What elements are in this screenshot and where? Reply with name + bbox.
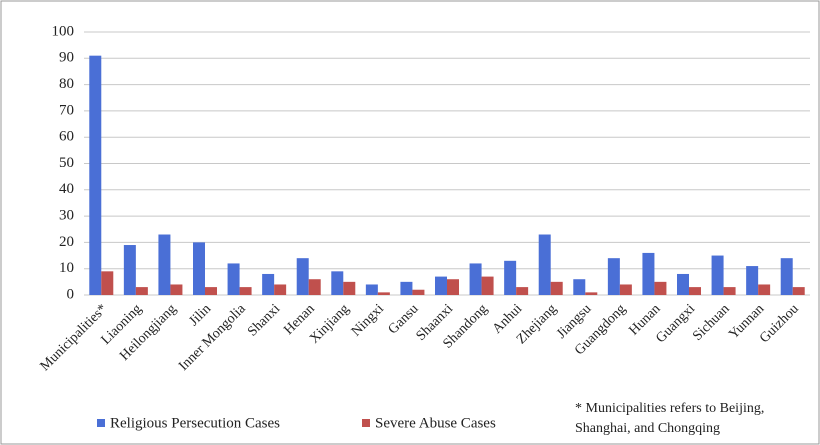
y-tick-label: 60 [59, 129, 74, 145]
bar [758, 284, 771, 295]
y-tick-label: 20 [59, 234, 74, 250]
y-tick-label: 30 [59, 208, 74, 224]
bar [504, 260, 517, 295]
bar [296, 258, 309, 295]
bar [239, 287, 252, 295]
bar [205, 287, 217, 295]
bar [792, 287, 805, 295]
bar [365, 284, 378, 295]
bar [343, 281, 356, 295]
bar [400, 281, 413, 295]
bar [170, 284, 183, 295]
bar [274, 284, 287, 295]
bar [573, 279, 586, 295]
bar [677, 273, 689, 295]
legend-label: Religious Persecution Cases [110, 415, 280, 431]
y-tick-label: 0 [67, 286, 75, 302]
bar [607, 258, 620, 295]
bar [689, 287, 701, 295]
bar [550, 281, 563, 295]
bar [412, 289, 425, 295]
y-tick-label: 100 [52, 23, 75, 39]
y-tick-label: 90 [59, 50, 74, 66]
bar [538, 234, 551, 295]
bar [780, 258, 793, 295]
bar [746, 266, 759, 295]
bar [469, 263, 482, 295]
bar [308, 279, 321, 295]
bar [89, 55, 102, 295]
bar [516, 287, 529, 295]
bar [377, 292, 390, 295]
bar [711, 255, 724, 295]
bar [654, 281, 667, 295]
legend-swatch [97, 419, 105, 427]
y-tick-label: 80 [59, 76, 74, 92]
bar [642, 252, 655, 295]
legend-label: Severe Abuse Cases [375, 415, 496, 431]
bar [158, 234, 171, 295]
bar [723, 287, 736, 295]
y-tick-label: 10 [59, 260, 74, 276]
y-tick-label: 50 [59, 155, 74, 171]
bar [262, 273, 275, 295]
bar [331, 271, 344, 295]
bar [101, 271, 114, 295]
annotation: Shanghai, and Chongqing [575, 421, 720, 436]
bar [435, 276, 447, 295]
bar [135, 287, 148, 295]
annotation: * Municipalities refers to Beijing, [575, 401, 764, 416]
bar [227, 263, 240, 295]
bar [585, 292, 598, 295]
bar [447, 279, 459, 295]
bar [619, 284, 632, 295]
legend-swatch [362, 419, 370, 427]
y-tick-label: 40 [59, 181, 74, 197]
bar [123, 245, 136, 295]
bar [193, 242, 205, 295]
bar [481, 276, 494, 295]
y-tick-label: 70 [59, 102, 74, 118]
